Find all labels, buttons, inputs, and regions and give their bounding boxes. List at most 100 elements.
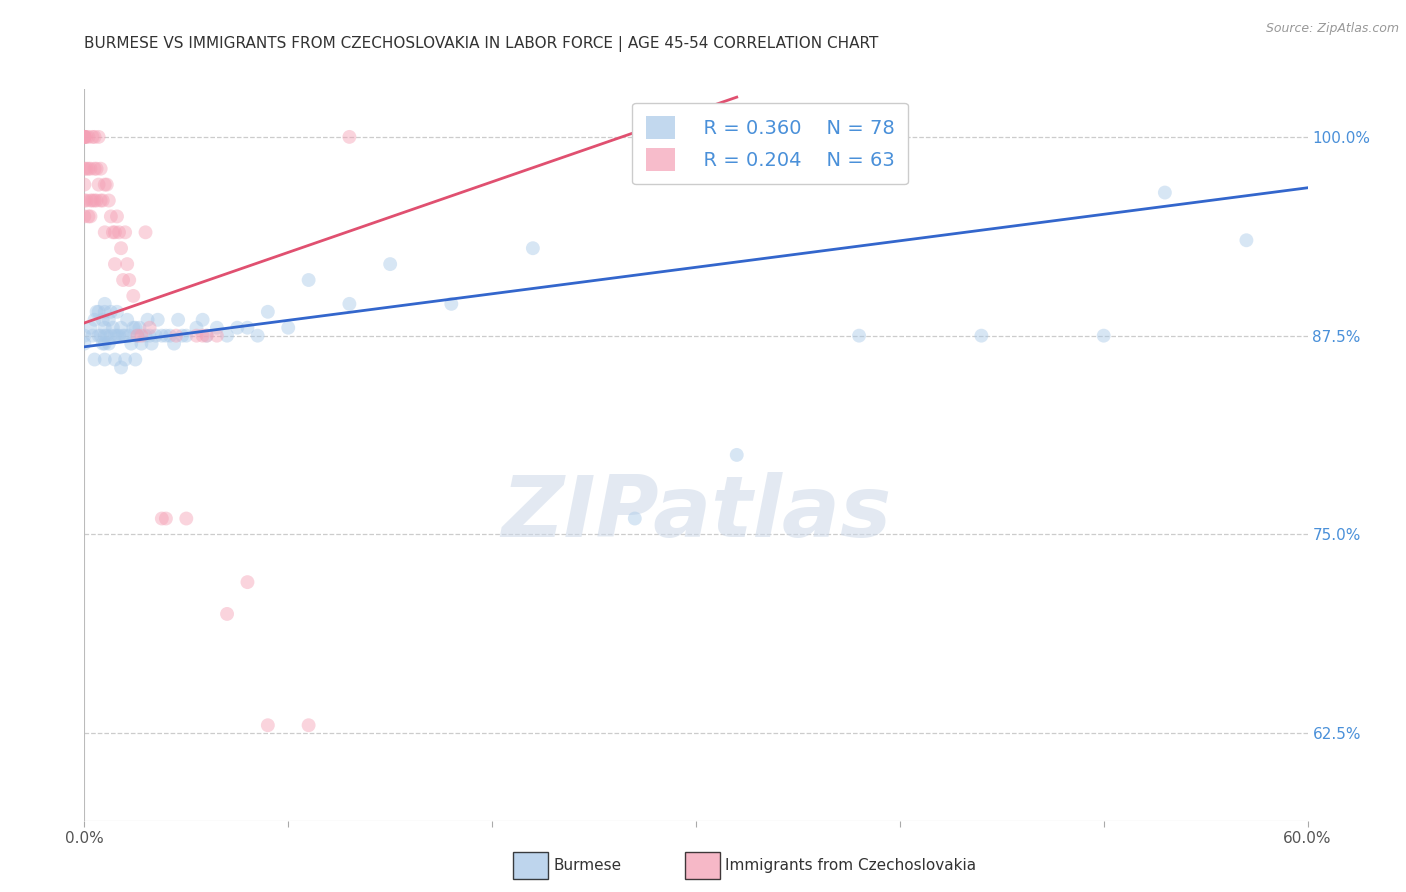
Point bbox=[73, 129, 96, 144]
Point bbox=[97, 194, 120, 208]
Point bbox=[79, 210, 101, 224]
Point bbox=[93, 352, 117, 367]
Point bbox=[83, 352, 105, 367]
Point bbox=[93, 297, 117, 311]
Point bbox=[104, 352, 127, 367]
Point bbox=[112, 328, 135, 343]
Point bbox=[100, 210, 122, 224]
Point bbox=[236, 320, 259, 334]
Point bbox=[150, 511, 173, 525]
Point bbox=[93, 305, 117, 319]
Legend:   R = 0.360    N = 78,   R = 0.204    N = 63: R = 0.360 N = 78, R = 0.204 N = 63 bbox=[633, 103, 908, 185]
Point bbox=[380, 257, 402, 271]
Text: BURMESE VS IMMIGRANTS FROM CZECHOSLOVAKIA IN LABOR FORCE | AGE 45-54 CORRELATION: BURMESE VS IMMIGRANTS FROM CZECHOSLOVAKI… bbox=[84, 36, 879, 52]
Point bbox=[90, 328, 112, 343]
Point bbox=[127, 328, 149, 343]
Point bbox=[75, 194, 97, 208]
Point bbox=[127, 328, 149, 343]
Point bbox=[79, 194, 101, 208]
Point bbox=[87, 178, 110, 192]
Point bbox=[105, 328, 128, 343]
Point bbox=[1092, 328, 1115, 343]
Point bbox=[73, 336, 96, 351]
Point bbox=[101, 320, 124, 334]
Point bbox=[246, 328, 269, 343]
Text: Burmese: Burmese bbox=[554, 858, 621, 872]
Point bbox=[191, 328, 214, 343]
Text: ZIPatlas: ZIPatlas bbox=[501, 472, 891, 555]
Point bbox=[120, 336, 142, 351]
Point bbox=[86, 194, 108, 208]
Point bbox=[138, 328, 160, 343]
Point bbox=[159, 328, 181, 343]
Point bbox=[110, 360, 132, 375]
Point bbox=[115, 312, 138, 326]
Point bbox=[110, 241, 132, 255]
Point bbox=[195, 328, 218, 343]
Point bbox=[75, 129, 97, 144]
Point bbox=[298, 718, 321, 732]
Point bbox=[155, 511, 177, 525]
Point bbox=[75, 161, 97, 176]
Point bbox=[73, 161, 96, 176]
Point bbox=[172, 328, 194, 343]
Point bbox=[138, 320, 160, 334]
Point bbox=[236, 575, 259, 590]
Point bbox=[73, 194, 96, 208]
Point bbox=[86, 305, 108, 319]
Point bbox=[176, 511, 198, 525]
Point bbox=[205, 320, 228, 334]
Point bbox=[82, 129, 104, 144]
Point bbox=[176, 328, 198, 343]
Point bbox=[93, 328, 117, 343]
Point bbox=[186, 328, 208, 343]
Point bbox=[108, 225, 131, 239]
Point bbox=[191, 312, 214, 326]
Point bbox=[73, 178, 96, 192]
Point bbox=[522, 241, 544, 255]
Text: Immigrants from Czechoslovakia: Immigrants from Czechoslovakia bbox=[725, 858, 977, 872]
Point bbox=[124, 352, 146, 367]
Point bbox=[150, 328, 173, 343]
Point bbox=[128, 320, 150, 334]
Point bbox=[100, 328, 122, 343]
Point bbox=[105, 305, 128, 319]
Point bbox=[105, 210, 128, 224]
Point bbox=[135, 225, 157, 239]
Point bbox=[73, 129, 96, 144]
Point bbox=[167, 312, 190, 326]
Point bbox=[86, 161, 108, 176]
Point bbox=[440, 297, 463, 311]
Point bbox=[93, 225, 117, 239]
Point bbox=[82, 328, 104, 343]
Point bbox=[136, 312, 159, 326]
Point bbox=[104, 328, 127, 343]
Point bbox=[83, 312, 105, 326]
Point bbox=[217, 328, 239, 343]
Point bbox=[186, 320, 208, 334]
Point bbox=[970, 328, 993, 343]
Point bbox=[226, 320, 249, 334]
Point bbox=[122, 289, 145, 303]
Point bbox=[93, 336, 117, 351]
Point bbox=[118, 328, 141, 343]
Point bbox=[77, 210, 100, 224]
Point bbox=[77, 129, 100, 144]
Point bbox=[104, 257, 127, 271]
Point bbox=[91, 336, 114, 351]
Point bbox=[145, 328, 167, 343]
Point bbox=[83, 161, 105, 176]
Point bbox=[112, 273, 135, 287]
Point bbox=[90, 161, 112, 176]
Point bbox=[298, 273, 321, 287]
Point bbox=[87, 305, 110, 319]
Point bbox=[339, 129, 361, 144]
Point bbox=[131, 328, 153, 343]
Point bbox=[114, 352, 136, 367]
Point bbox=[1236, 233, 1258, 247]
Point bbox=[165, 328, 187, 343]
Point bbox=[73, 129, 96, 144]
Point bbox=[155, 328, 177, 343]
Point bbox=[73, 129, 96, 144]
Point bbox=[73, 210, 96, 224]
